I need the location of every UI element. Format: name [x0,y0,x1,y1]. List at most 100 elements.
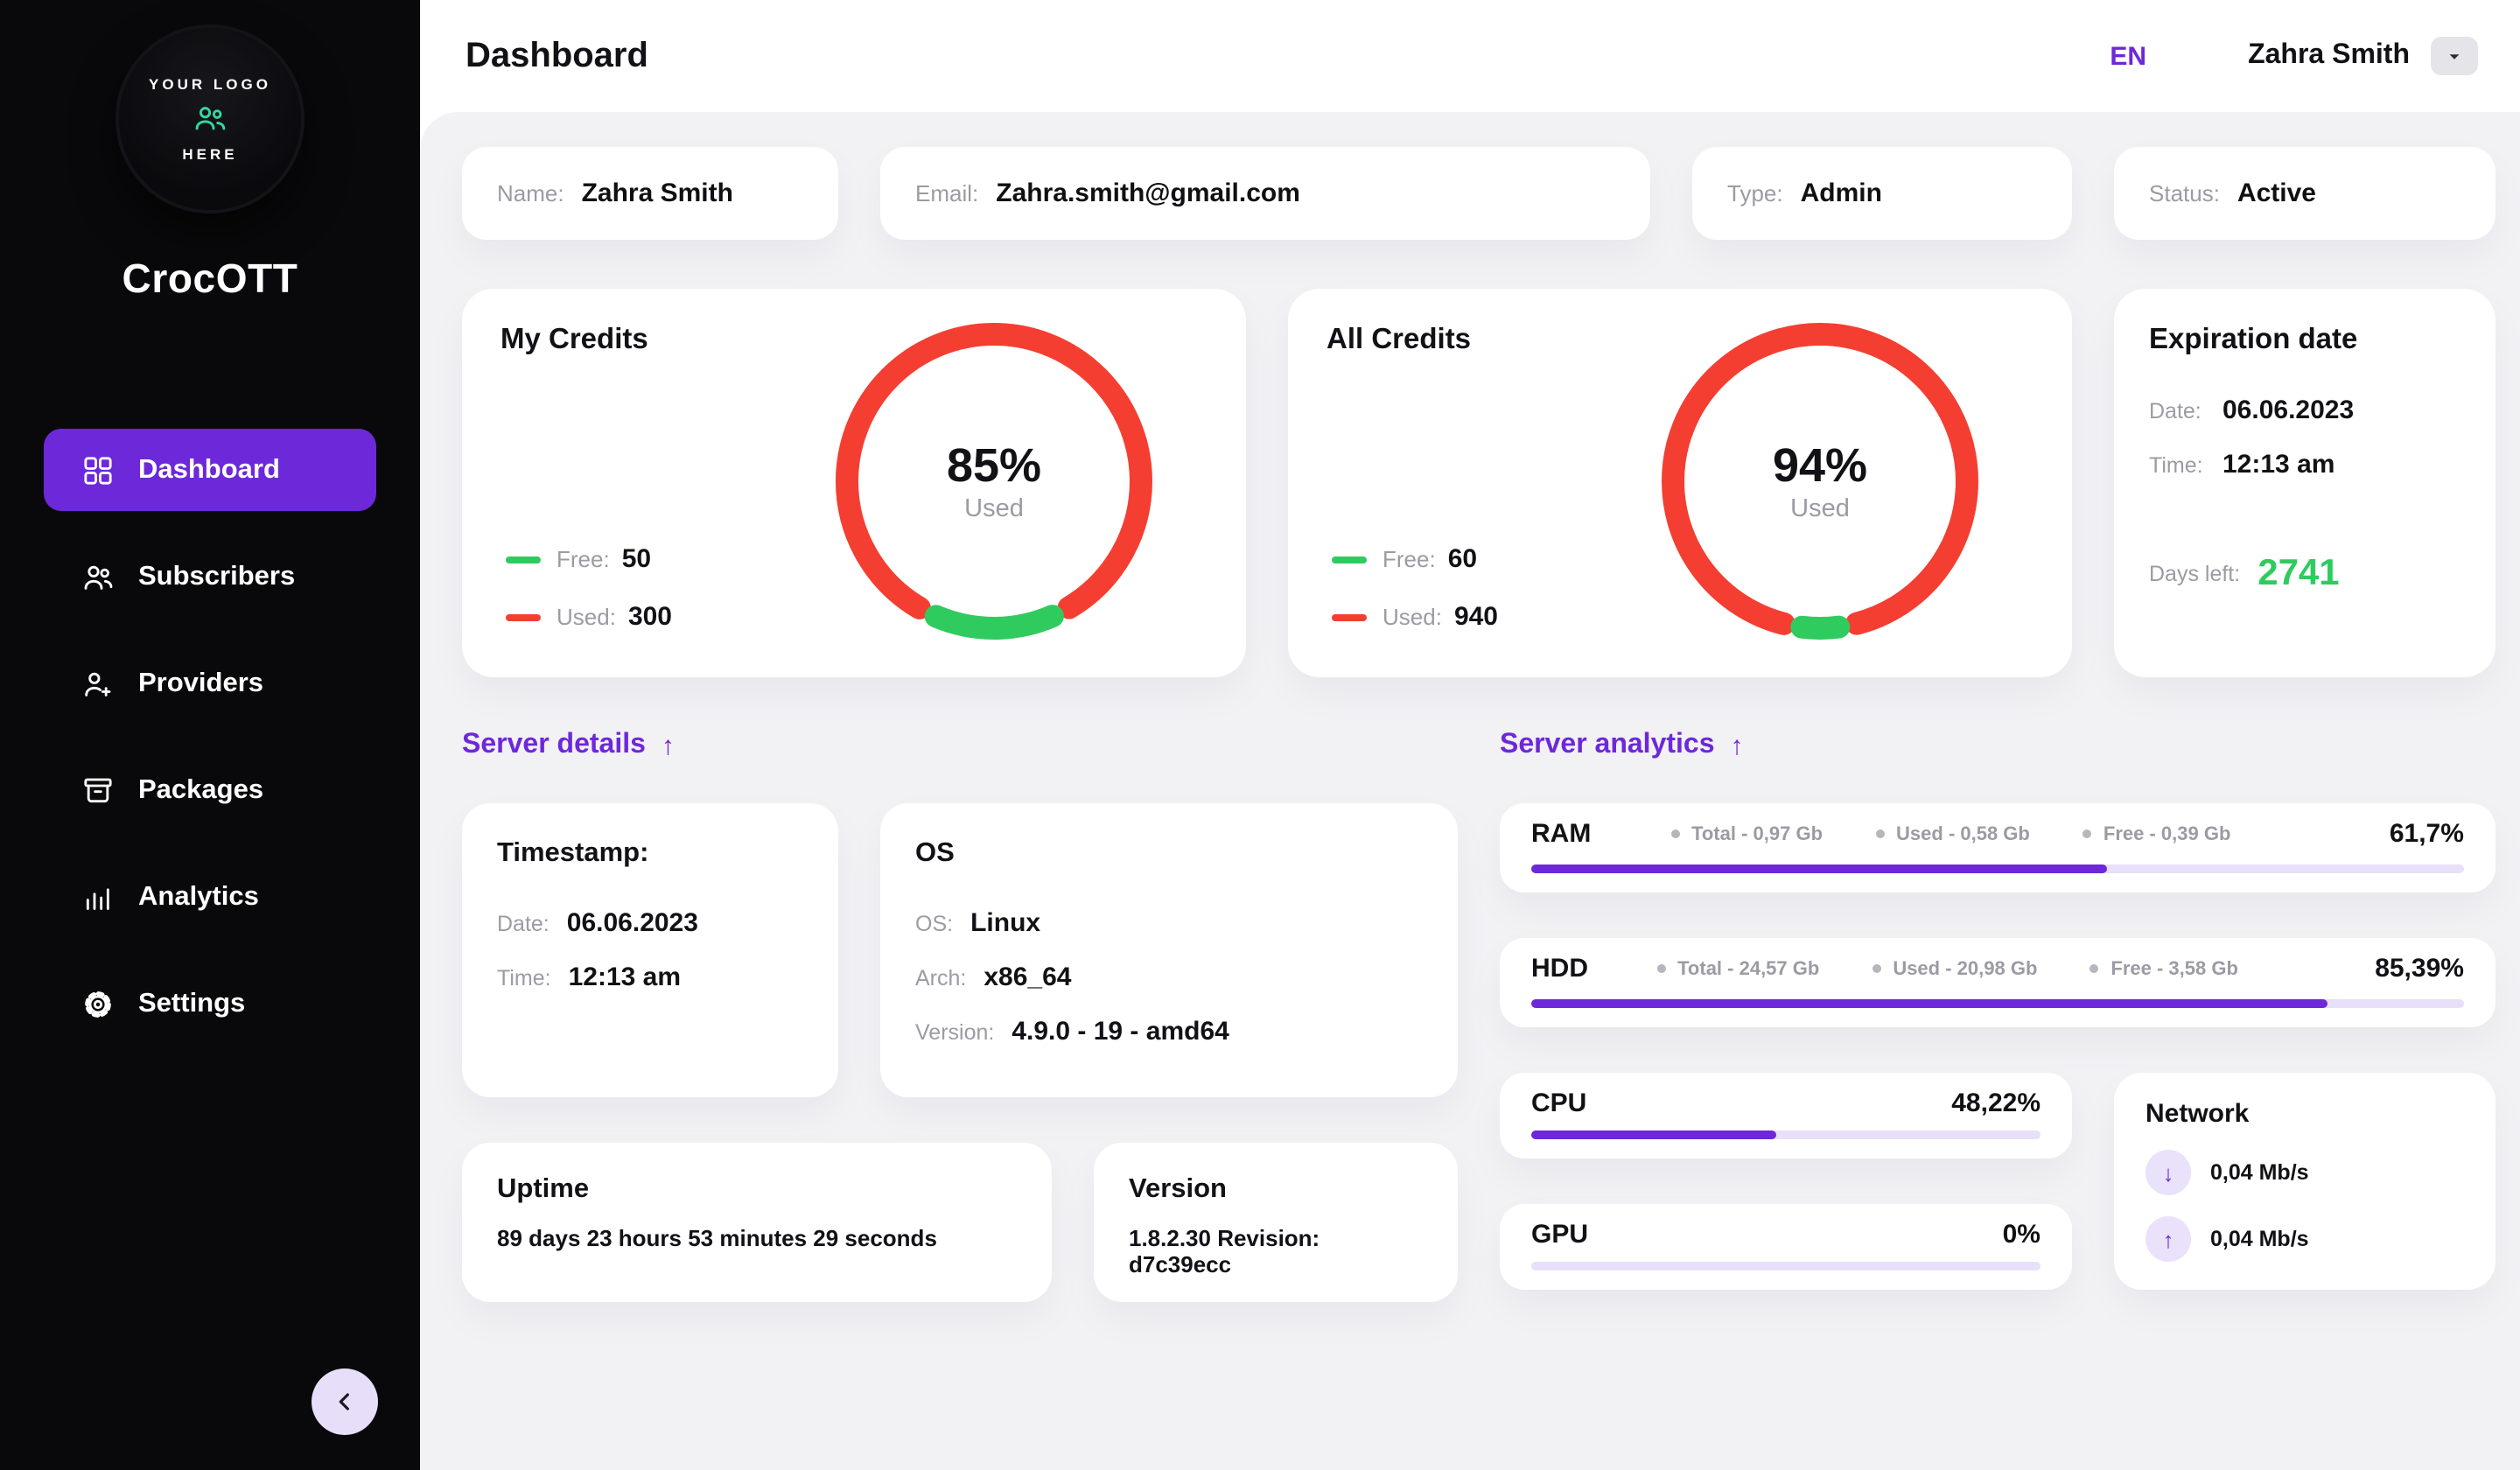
used-value: 300 [627,602,672,632]
date-label: Date: [497,911,550,935]
chevron-left-icon [339,1393,349,1410]
sidebar-item-label: Packages [138,774,264,804]
version-title: Version [1129,1174,1227,1204]
cpu-percent: 48,22% [1951,1088,2040,1118]
cpu-progress-track [1531,1130,2040,1139]
logo-text-bottom: HERE [182,145,238,163]
sidebar-item-settings[interactable]: Settings [44,962,376,1045]
sidebar-item-packages[interactable]: Packages [44,749,376,831]
expiration-time-row: Time: 12:13 am [2149,450,2460,480]
sidebar-collapse-button[interactable] [312,1368,378,1435]
uptime-card: Uptime 89 days 23 hours 53 minutes 29 se… [462,1143,1052,1302]
arrow-up-icon: ↑ [661,731,675,760]
my-credits-title: My Credits [500,324,648,355]
expiration-title: Expiration date [2149,324,2358,355]
server-analytics-heading-label: Server analytics [1500,730,1715,760]
user-plus-icon [80,666,116,701]
cpu-card: CPU 48,22% [1500,1073,2072,1158]
hdd-used: Used - 20,98 Gb [1872,958,2037,979]
sidebar-item-label: Analytics [138,881,259,911]
ram-free: Free - 0,39 Gb [2082,823,2230,844]
server-details-heading[interactable]: Server details ↑ [462,730,675,761]
expiration-card: Expiration date Date: 06.06.2023 Time: 1… [2114,289,2496,677]
status-card: Status: Active [2114,147,2496,240]
used-label: Used: [556,604,616,630]
legend-used-row: Used: 300 [506,602,672,632]
server-analytics-section: Server analytics ↑ RAM Total - 0,97 Gb U… [1500,730,2496,1302]
os-version-row: Version: 4.9.0 - 19 - amd64 [915,1017,1423,1046]
my-credits-legend: Free: 50 Used: 300 [506,544,672,632]
lower-sections: Server details ↑ Timestamp: Date: 06.06.… [462,730,2496,1302]
arch-label: Arch: [915,965,967,990]
my-credits-card: My Credits Free: 50 Used: 300 [462,289,1246,677]
details-row-1: Timestamp: Date: 06.06.2023 Time: 12:13 … [462,803,1458,1097]
gpu-card: GPU 0% [1500,1204,2072,1290]
my-credits-donut: 85% Used [835,322,1153,640]
hdd-progress-fill [1531,999,2328,1008]
sidebar-item-analytics[interactable]: Analytics [44,856,376,938]
header-right: EN Zahra Smith [2110,37,2478,75]
used-legend-swatch [1332,613,1367,620]
email-value: Zahra.smith@gmail.com [996,178,1300,208]
hdd-total: Total - 24,57 Gb [1656,958,1819,979]
name-label: Name: [497,180,564,206]
user-menu-button[interactable] [2431,37,2478,75]
user-name: Zahra Smith [2248,40,2410,70]
type-value: Admin [1800,178,1882,208]
name-card: Name: Zahra Smith [462,147,838,240]
hdd-title: HDD [1531,954,1588,984]
sidebar-item-dashboard[interactable]: Dashboard [44,429,376,511]
ram-progress-fill [1531,864,2107,873]
bullet-icon [1875,830,1885,838]
timestamp-title: Timestamp: [497,838,649,868]
server-analytics-heading[interactable]: Server analytics ↑ [1500,730,1744,761]
sidebar: YOUR LOGO HERE CrocOTT Dashboard [0,0,420,1470]
timestamp-date-row: Date: 06.06.2023 [497,908,803,938]
hdd-free: Free - 3,58 Gb [2090,958,2238,979]
archive-icon [80,773,116,808]
sidebar-item-label: Dashboard [138,454,280,484]
upload-row: ↑ 0,04 Mb/s [2146,1216,2464,1262]
cpu-title: CPU [1531,1088,1587,1118]
ram-used: Used - 0,58 Gb [1875,823,2030,844]
sidebar-item-providers[interactable]: Providers [44,642,376,724]
download-arrow-icon: ↓ [2146,1150,2191,1195]
server-details-section: Server details ↑ Timestamp: Date: 06.06.… [462,730,1458,1302]
ram-title: RAM [1531,819,1592,849]
all-credits-percent: 94% [1772,439,1868,492]
version-label: Version: [915,1019,995,1044]
credits-row: My Credits Free: 50 Used: 300 [462,289,2496,677]
sidebar-item-label: Subscribers [138,561,296,591]
all-credits-legend: Free: 60 Used: 940 [1332,544,1498,632]
legend-free-row: Free: 50 [506,544,672,574]
status-value: Active [2236,178,2316,208]
details-row-2: Uptime 89 days 23 hours 53 minutes 29 se… [462,1143,1458,1302]
ram-stat-row: RAM Total - 0,97 Gb Used - 0,58 Gb Free … [1531,819,2464,849]
chevron-down-icon [2449,53,2460,59]
time-value: 12:13 am [568,962,682,992]
free-label: Free: [556,546,610,572]
version-value: 1.8.2.30 Revision: d7c39ecc [1129,1225,1320,1278]
donut-center-text: 85% Used [835,322,1153,640]
sidebar-item-subscribers[interactable]: Subscribers [44,536,376,618]
sidebar-item-label: Settings [138,988,246,1018]
uptime-title: Uptime [497,1174,590,1204]
arrow-up-icon: ↑ [1730,731,1744,760]
ram-card: RAM Total - 0,97 Gb Used - 0,58 Gb Free … [1500,803,2496,892]
sidebar-item-label: Providers [138,668,264,697]
analytics-bottom-row: CPU 48,22% GPU 0% [1500,1073,2496,1290]
timestamp-time-row: Time: 12:13 am [497,962,803,992]
time-label: Time: [497,965,551,990]
logo-text-top: YOUR LOGO [149,75,271,93]
os-value: Linux [970,908,1041,938]
language-switcher[interactable]: EN [2110,41,2147,71]
version-value: 4.9.0 - 19 - amd64 [1012,1017,1229,1046]
free-value: 50 [621,544,652,574]
type-card: Type: Admin [1692,147,2072,240]
free-legend-swatch [506,556,541,563]
timestamp-card: Timestamp: Date: 06.06.2023 Time: 12:13 … [462,803,838,1097]
cpu-gpu-stack: CPU 48,22% GPU 0% [1500,1073,2072,1290]
name-value: Zahra Smith [581,178,733,208]
all-credits-donut: 94% Used [1661,322,1979,640]
used-legend-swatch [506,613,541,620]
